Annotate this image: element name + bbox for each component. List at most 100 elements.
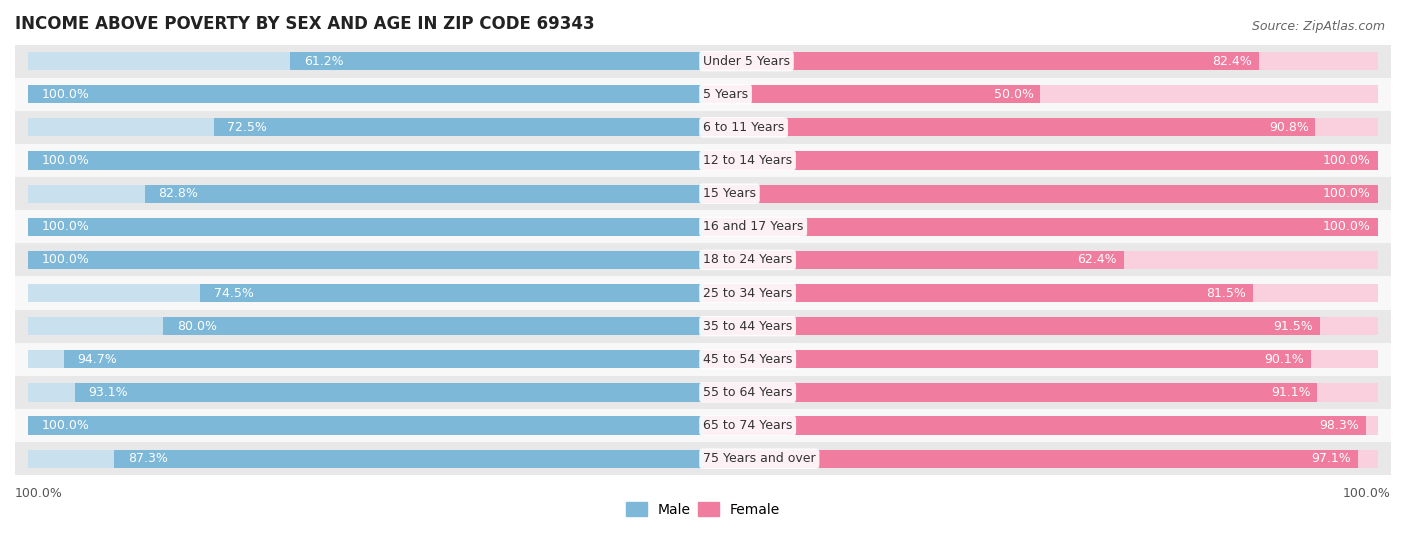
Bar — [163, 317, 703, 335]
Text: 12 to 14 Years: 12 to 14 Years — [703, 154, 792, 167]
Text: 45 to 54 Years: 45 to 54 Years — [703, 353, 793, 366]
Text: 100.0%: 100.0% — [42, 253, 90, 267]
Bar — [145, 184, 703, 203]
Text: 72.5%: 72.5% — [228, 121, 267, 134]
Bar — [15, 243, 1391, 277]
Bar — [114, 449, 703, 468]
Bar — [703, 416, 1378, 435]
Bar — [28, 416, 703, 435]
Bar — [15, 442, 1391, 475]
Bar — [28, 217, 703, 236]
Text: 97.1%: 97.1% — [1312, 452, 1351, 465]
Text: Source: ZipAtlas.com: Source: ZipAtlas.com — [1251, 20, 1385, 32]
Bar — [703, 52, 1378, 70]
Bar — [28, 151, 703, 169]
Bar — [703, 251, 1378, 269]
Text: 62.4%: 62.4% — [1077, 253, 1118, 267]
Bar — [703, 151, 1378, 169]
Legend: Male, Female: Male, Female — [620, 496, 786, 522]
Bar — [75, 383, 703, 401]
Text: 93.1%: 93.1% — [89, 386, 128, 399]
Text: 100.0%: 100.0% — [1323, 154, 1371, 167]
Bar — [703, 383, 1378, 401]
Text: 6 to 11 Years: 6 to 11 Years — [703, 121, 785, 134]
Text: Under 5 Years: Under 5 Years — [703, 55, 790, 68]
Bar — [703, 317, 1320, 335]
Text: 55 to 64 Years: 55 to 64 Years — [703, 386, 793, 399]
Bar — [703, 251, 1123, 269]
Bar — [703, 383, 1317, 401]
Bar — [703, 317, 1378, 335]
Bar — [15, 210, 1391, 243]
Text: 82.8%: 82.8% — [157, 187, 198, 200]
Bar — [28, 350, 703, 368]
Bar — [703, 416, 1367, 435]
Text: 65 to 74 Years: 65 to 74 Years — [703, 419, 793, 432]
Bar — [703, 151, 1378, 169]
Bar — [703, 85, 1378, 103]
Bar — [703, 284, 1378, 302]
Bar — [703, 119, 1378, 136]
Text: 5 Years: 5 Years — [703, 88, 748, 101]
Bar — [28, 217, 703, 236]
Bar — [28, 119, 703, 136]
Text: 81.5%: 81.5% — [1206, 287, 1246, 300]
Bar — [15, 78, 1391, 111]
Text: 100.0%: 100.0% — [42, 88, 90, 101]
Text: 100.0%: 100.0% — [1323, 187, 1371, 200]
Bar — [703, 449, 1358, 468]
Bar — [28, 284, 703, 302]
Text: 16 and 17 Years: 16 and 17 Years — [703, 220, 803, 233]
Text: 91.1%: 91.1% — [1271, 386, 1310, 399]
Text: 90.8%: 90.8% — [1268, 121, 1309, 134]
Text: 35 to 44 Years: 35 to 44 Years — [703, 320, 792, 333]
Bar — [15, 343, 1391, 376]
Text: INCOME ABOVE POVERTY BY SEX AND AGE IN ZIP CODE 69343: INCOME ABOVE POVERTY BY SEX AND AGE IN Z… — [15, 15, 595, 33]
Bar — [15, 409, 1391, 442]
Bar — [15, 376, 1391, 409]
Text: 15 Years: 15 Years — [703, 187, 756, 200]
Text: 100.0%: 100.0% — [1343, 487, 1391, 500]
Bar — [703, 350, 1378, 368]
Bar — [703, 52, 1258, 70]
Bar — [703, 284, 1253, 302]
Bar — [703, 119, 1316, 136]
Bar — [28, 52, 703, 70]
Bar — [214, 119, 703, 136]
Bar — [703, 85, 1040, 103]
Bar — [290, 52, 703, 70]
Bar — [28, 251, 703, 269]
Bar — [703, 184, 1378, 203]
Bar — [28, 251, 703, 269]
Bar — [65, 350, 703, 368]
Bar — [28, 383, 703, 401]
Text: 50.0%: 50.0% — [994, 88, 1033, 101]
Text: 25 to 34 Years: 25 to 34 Years — [703, 287, 792, 300]
Bar — [201, 284, 703, 302]
Text: 91.5%: 91.5% — [1274, 320, 1313, 333]
Text: 87.3%: 87.3% — [128, 452, 167, 465]
Text: 82.4%: 82.4% — [1212, 55, 1253, 68]
Text: 100.0%: 100.0% — [42, 154, 90, 167]
Text: 100.0%: 100.0% — [42, 220, 90, 233]
Text: 94.7%: 94.7% — [77, 353, 118, 366]
Text: 61.2%: 61.2% — [304, 55, 343, 68]
Bar — [703, 217, 1378, 236]
Bar — [28, 317, 703, 335]
Text: 98.3%: 98.3% — [1320, 419, 1360, 432]
Bar — [15, 277, 1391, 310]
Text: 100.0%: 100.0% — [1323, 220, 1371, 233]
Text: 80.0%: 80.0% — [177, 320, 217, 333]
Text: 90.1%: 90.1% — [1264, 353, 1303, 366]
Text: 18 to 24 Years: 18 to 24 Years — [703, 253, 792, 267]
Bar — [28, 85, 703, 103]
Bar — [28, 449, 703, 468]
Bar — [15, 144, 1391, 177]
Text: 100.0%: 100.0% — [42, 419, 90, 432]
Bar — [28, 184, 703, 203]
Bar — [15, 45, 1391, 78]
Bar — [28, 416, 703, 435]
Bar — [15, 177, 1391, 210]
Bar — [28, 151, 703, 169]
Text: 75 Years and over: 75 Years and over — [703, 452, 815, 465]
